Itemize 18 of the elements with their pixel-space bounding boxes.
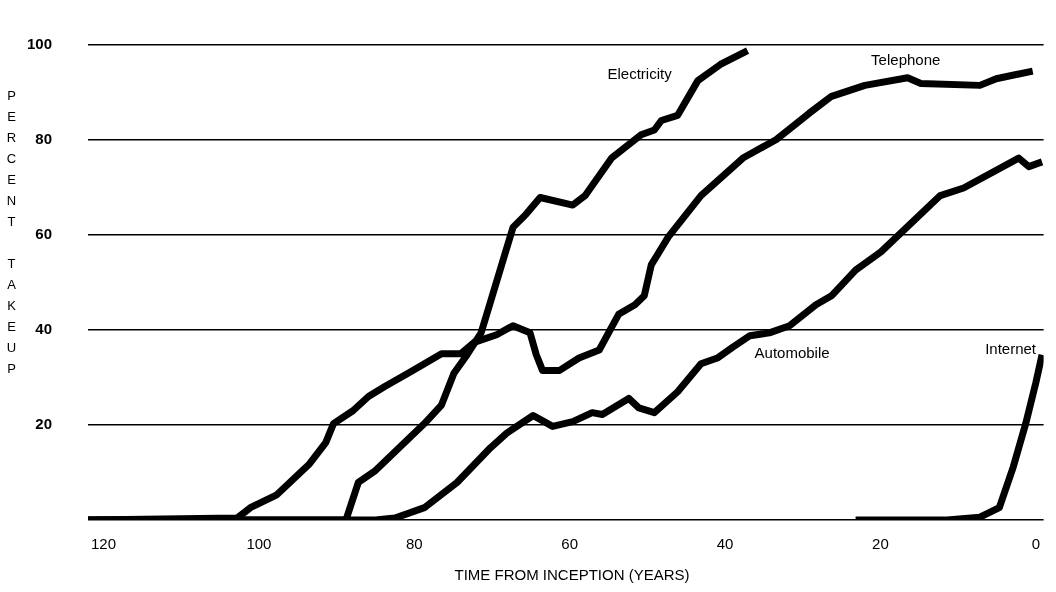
- series-label: Electricity: [607, 64, 673, 82]
- y-axis-title: PERCENT TAKEUP: [4, 88, 19, 382]
- x-tick-label: 40: [716, 535, 734, 553]
- y-tick-label: 40: [35, 320, 52, 338]
- x-tick-label: 100: [246, 535, 272, 553]
- series-label: Telephone: [871, 51, 941, 69]
- series-label: Automobile: [754, 343, 830, 361]
- x-tick-label: 0: [1031, 535, 1040, 553]
- series-label: Internet: [985, 339, 1037, 357]
- y-tick-label: 80: [35, 130, 52, 148]
- x-tick-label: 80: [405, 535, 423, 553]
- x-tick-label: 60: [561, 535, 579, 553]
- y-tick-label: 100: [26, 35, 52, 53]
- y-tick-label: 60: [35, 225, 52, 243]
- x-tick-label: 120: [91, 535, 117, 553]
- y-tick-label: 20: [35, 415, 52, 433]
- x-axis-title: TIME FROM INCEPTION (YEARS): [453, 566, 691, 583]
- x-tick-label: 20: [872, 535, 889, 553]
